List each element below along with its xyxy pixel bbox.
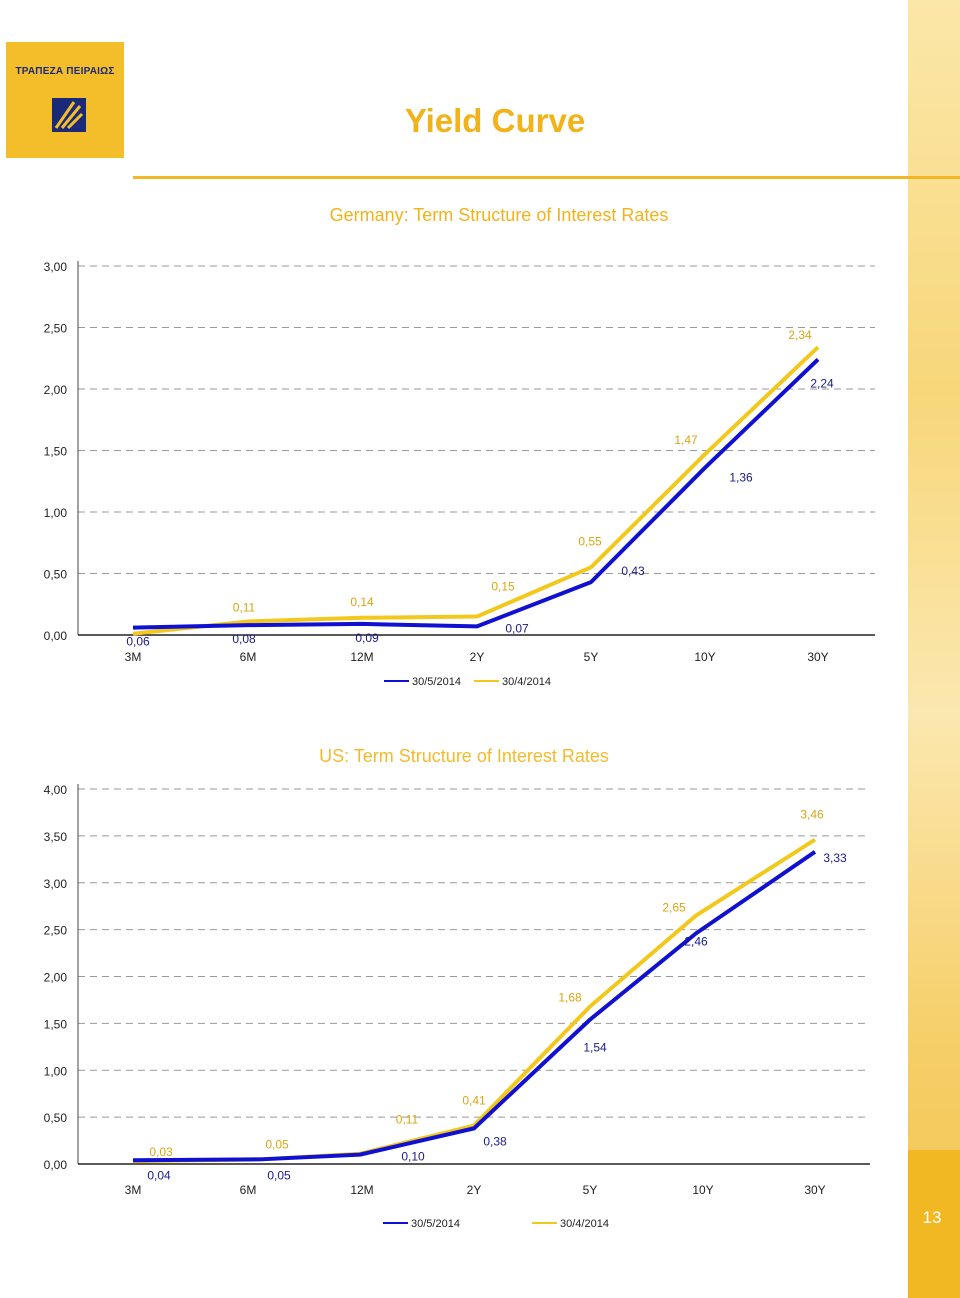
y-tick-label: 1,50 [44,1017,68,1031]
data-label: 0,43 [621,564,645,578]
page-number: 13 [922,1208,942,1227]
y-tick-label: 0,00 [44,629,68,643]
legend-label: 30/4/2014 [560,1218,609,1230]
data-label: 1,36 [729,471,753,485]
data-label: 0,04 [147,1168,171,1182]
y-tick-label: 2,50 [44,322,68,336]
x-tick-label: 6M [240,1183,257,1197]
y-tick-label: 1,00 [44,1064,68,1078]
data-label: 0,14 [350,595,374,609]
x-tick-label: 5Y [583,1183,598,1197]
data-label: 2,24 [810,376,834,390]
x-tick-label: 12M [350,1183,373,1197]
data-label: 1,68 [558,991,582,1005]
y-tick-label: 0,50 [44,1111,68,1125]
x-tick-label: 30Y [807,650,828,664]
data-label: 0,06 [126,635,150,649]
y-tick-label: 1,00 [44,506,68,520]
us-yield-chart: 0,00 0,50 1,00 1,50 2,00 2,50 3,00 3,50 4,00 3M 6M… [44,783,870,1230]
bank-logo: ΤΡΑΠΕΖΑ ΠΕΙΡΑΙΩΣ [6,42,124,158]
legend-label: 30/5/2014 [411,1218,460,1230]
page-title: Yield Curve [404,102,586,139]
data-label: 1,54 [583,1041,607,1055]
data-label: 0,55 [578,534,602,548]
y-tick-label: 3,50 [44,830,68,844]
y-tick-label: 0,50 [44,568,68,582]
y-tick-label: 2,00 [44,971,68,985]
logo-emblem-icon [52,98,86,132]
x-tick-label: 5Y [584,650,599,664]
page-number-box: 13 [908,1150,960,1298]
us-chart-title: US: Term Structure of Interest Rates [319,746,609,766]
data-label: 1,47 [674,433,698,447]
data-label: 0,11 [396,1113,419,1127]
x-tick-label: 3M [125,650,142,664]
y-tick-label: 3,00 [44,260,68,274]
x-tick-label: 12M [350,650,373,664]
x-tick-label: 10Y [694,650,715,664]
y-tick-label: 0,00 [44,1158,68,1172]
x-tick-label: 10Y [692,1183,713,1197]
logo-text: ΤΡΑΠΕΖΑ ΠΕΙΡΑΙΩΣ [15,66,115,77]
y-tick-label: 1,50 [44,445,68,459]
x-tick-label: 30Y [804,1183,825,1197]
legend-label: 30/5/2014 [412,676,461,688]
data-label: 0,10 [401,1150,425,1164]
data-label: 2,46 [684,934,708,948]
data-label: 0,38 [483,1134,507,1148]
data-label: 3,33 [823,851,847,865]
data-label: 0,41 [462,1094,486,1108]
data-label: 2,34 [788,328,812,342]
legend-label: 30/4/2014 [502,676,551,688]
data-label: 0,07 [505,621,529,635]
data-label: 0,05 [267,1168,291,1182]
x-tick-label: 3M [125,1183,142,1197]
data-label: 0,11 [233,600,256,614]
germany-chart-title: Germany: Term Structure of Interest Rate… [329,205,669,225]
title-divider [133,176,960,179]
x-tick-label: 2Y [470,650,485,664]
y-tick-label: 3,00 [44,877,68,891]
y-tick-label: 4,00 [44,783,68,797]
y-tick-label: 2,00 [44,383,68,397]
data-label: 3,46 [800,808,824,822]
germany-yield-chart: 0,00 0,50 1,00 1,50 2,00 2,50 3,00 3M 6M 12M 2Y 5Y 1… [44,260,875,688]
series-line-30-4-2014 [132,345,820,636]
x-tick-label: 6M [240,650,257,664]
series-line-30-5-2014 [132,850,817,1163]
y-tick-label: 2,50 [44,924,68,938]
data-label: 0,03 [149,1145,173,1159]
series-line-30-5-2014 [132,358,820,630]
data-label: 0,08 [232,632,256,646]
decorative-side-strip [908,0,960,1298]
data-label: 0,15 [491,580,515,594]
data-label: 0,09 [355,631,379,645]
series-line-30-4-2014 [132,837,817,1164]
x-tick-label: 2Y [467,1183,482,1197]
data-label: 0,05 [265,1137,289,1151]
data-label: 2,65 [662,901,686,915]
